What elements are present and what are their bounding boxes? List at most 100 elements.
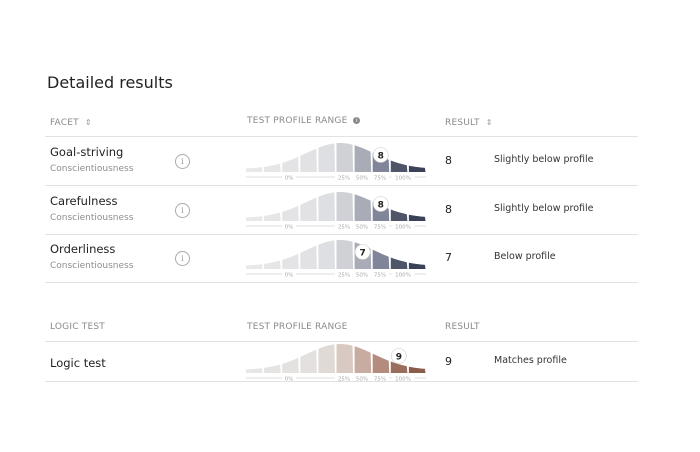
score-marker-label: 8 (378, 200, 384, 210)
result-description: Slightly below profile (494, 202, 594, 214)
range-header: TEST PROFILE RANGE (247, 322, 348, 332)
distribution-bar (264, 364, 281, 373)
result-description: Matches profile (494, 355, 567, 366)
divider (45, 341, 638, 342)
axis-label: 0% (285, 224, 294, 230)
distribution-bar (264, 212, 281, 221)
score-marker-label: 9 (396, 353, 402, 363)
result-header[interactable]: RESULT ⇕ (445, 118, 493, 128)
profile-range-chart: 0% 25% 50% 75% 100% 8 (246, 191, 426, 230)
score-marker (372, 147, 389, 163)
result-description: Slightly below profile (494, 154, 594, 165)
score-marker (354, 244, 371, 260)
distribution-bar (318, 191, 335, 221)
axis-label: 25% (338, 377, 350, 383)
distribution-bar (408, 165, 426, 172)
distribution-bar (246, 368, 263, 373)
divider (45, 233, 638, 235)
profile-range-chart: 0% 25% 50% 75% 100% 8 (246, 143, 426, 182)
score-marker-label: 7 (360, 249, 366, 259)
info-icon[interactable]: i (353, 117, 361, 124)
divider (45, 185, 638, 186)
distribution-bar (408, 214, 426, 221)
facet-name: Goal-striving (50, 145, 124, 159)
axis-label: 75% (374, 224, 386, 230)
result-value: 7 (445, 251, 452, 264)
axis-label: 0% (285, 176, 294, 182)
axis-label: 75% (374, 273, 386, 279)
sort-icon[interactable]: ⇕ (485, 118, 493, 127)
distribution-bar (336, 191, 354, 221)
distribution-bar (390, 361, 408, 373)
distribution-bar (390, 160, 408, 172)
axis-label: 75% (374, 377, 386, 383)
score-marker (372, 195, 389, 212)
page-title: Detailed results (47, 73, 173, 92)
axis-label: 50% (356, 224, 368, 230)
divider (45, 381, 638, 382)
info-icon[interactable]: i (175, 202, 190, 218)
distribution-bar (390, 257, 408, 269)
axis-label: 100% (395, 377, 411, 383)
axis-label: 75% (374, 176, 386, 182)
result-value: 8 (445, 154, 452, 167)
distribution-bar (246, 264, 263, 269)
axis-label: 50% (356, 176, 368, 182)
distribution-bar (372, 249, 390, 269)
facet-category: Conscientiousness (50, 212, 134, 223)
divider (45, 282, 638, 283)
distribution-bar (318, 344, 335, 373)
facet-name: Orderliness (50, 242, 116, 256)
facet-header[interactable]: FACET ⇕ (50, 118, 92, 128)
profile-range-chart: 0% 25% 50% 75% 100% 7 (246, 240, 426, 279)
table-row: Carefulness Conscientiousness i 8 Slightly b… (45, 186, 638, 234)
info-icon[interactable]: i (175, 154, 190, 169)
range-header-label: TEST PROFILE RANGE (247, 116, 348, 126)
axis-label: 100% (395, 176, 411, 182)
distribution-bar (354, 193, 372, 221)
distribution-bar (318, 240, 335, 269)
result-value: 8 (445, 202, 452, 216)
table-row: Goal-striving Conscientiousness i 8 Slightly… (45, 137, 638, 185)
distribution-bar (246, 215, 263, 221)
sort-icon[interactable]: ⇕ (84, 118, 92, 127)
distribution-bar (300, 245, 317, 269)
info-icon[interactable]: i (175, 251, 190, 266)
divider (45, 136, 638, 137)
facet-name: Logic test (50, 356, 106, 370)
distribution-bar (372, 353, 390, 373)
axis-label: 25% (338, 176, 350, 182)
axis-label: 0% (285, 273, 294, 279)
distribution-bar (300, 197, 317, 221)
distribution-bar (246, 167, 263, 172)
distribution-bar (390, 209, 408, 221)
distribution-bar (300, 148, 317, 172)
score-marker-label: 8 (378, 152, 384, 162)
distribution-bar (282, 357, 299, 373)
distribution-bar (354, 145, 372, 172)
distribution-bar (336, 240, 354, 269)
result-description: Below profile (494, 251, 556, 262)
distribution-bar (408, 366, 426, 373)
range-header: TEST PROFILE RANGE i (247, 116, 361, 126)
facet-category: Conscientiousness (50, 164, 134, 174)
axis-label: 25% (338, 224, 350, 230)
axis-label: 50% (356, 377, 368, 383)
distribution-bar (282, 205, 299, 221)
distribution-bar (336, 143, 354, 172)
result-header-label: RESULT (445, 118, 480, 128)
axis-label: 25% (338, 273, 350, 279)
distribution-bar (300, 349, 317, 373)
distribution-bar (318, 143, 335, 172)
table-row: Logic test 9 Matches profile 0% 25% 50% 75% 100… (45, 342, 638, 390)
distribution-bar (354, 346, 372, 373)
distribution-bar (264, 163, 281, 172)
distribution-bar (282, 156, 299, 172)
distribution-bar (282, 253, 299, 269)
profile-range-chart: 0% 25% 50% 75% 100% 9 (246, 344, 426, 383)
distribution-bar (408, 262, 426, 269)
axis-label: 0% (285, 377, 294, 383)
facet-header-label: FACET (50, 118, 79, 128)
distribution-bar (264, 260, 281, 269)
